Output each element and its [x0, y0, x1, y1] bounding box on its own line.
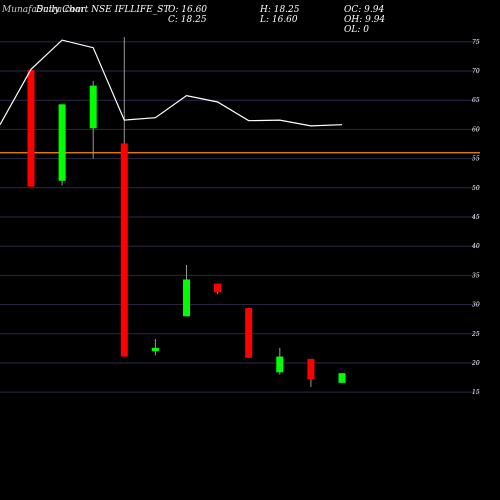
y-tick-label: 55	[472, 156, 480, 163]
candle-down	[307, 358, 315, 380]
moving-average-line	[0, 39, 343, 127]
candle-up	[338, 373, 346, 383]
oc-value: OC: 9.94	[344, 5, 385, 15]
moving-average-polyline	[0, 39, 343, 127]
y-tick-label: 30	[472, 302, 480, 309]
candle-up	[58, 104, 66, 181]
candles	[27, 37, 346, 387]
y-tick-label: 40	[471, 243, 480, 250]
y-tick-label: 65	[472, 97, 480, 104]
chart-title: Daily Chart NSE IFLLIFE_ST	[36, 5, 170, 15]
oh-value: OH: 9.94	[344, 15, 386, 25]
y-tick-label: 70	[472, 68, 480, 75]
y-tick-label: 60	[472, 126, 480, 133]
candle-down	[27, 69, 35, 187]
grid-lines	[0, 41, 480, 393]
y-tick-label: 15	[472, 389, 480, 396]
candle-down	[120, 143, 128, 357]
y-tick-label: 25	[471, 331, 480, 338]
open-value: O: 16.60	[168, 5, 208, 15]
close-value: C: 18.25	[168, 15, 207, 25]
high-value: H: 18.25	[260, 5, 300, 15]
candle-up	[183, 279, 190, 317]
candle-up	[276, 356, 284, 373]
y-axis-ticks: 15 20 25 30 35 40 45 50 55 60 65 70 75	[471, 39, 480, 396]
candle-down	[214, 283, 222, 293]
y-tick-label: 50	[472, 185, 480, 192]
y-tick-label: 75	[472, 39, 480, 46]
y-tick-label: 20	[471, 360, 480, 367]
y-tick-label: 35	[472, 272, 480, 279]
ol-value: OL: 0	[344, 25, 369, 35]
y-tick-label: 45	[471, 214, 480, 221]
candle-up	[89, 85, 97, 129]
low-value: L: 16.60	[260, 15, 298, 25]
watermark: MunafaSutra.com	[2, 5, 84, 15]
candle-down	[245, 308, 253, 358]
candle-up	[151, 347, 159, 352]
